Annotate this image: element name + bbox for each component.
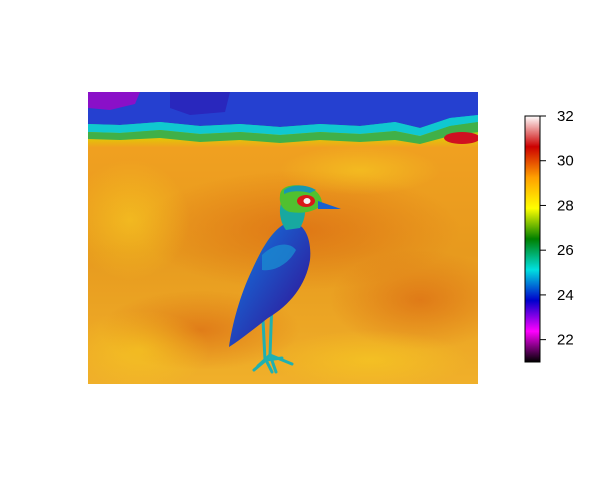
horizon-cyan — [88, 115, 478, 136]
sky-band-mid — [170, 92, 230, 115]
heron-wing-highlight — [262, 244, 296, 271]
heron-beak — [318, 201, 341, 209]
colorbar-tick-label: 28 — [557, 197, 574, 214]
ground-cool-3 — [270, 330, 470, 384]
heron-crown — [284, 185, 316, 194]
ground-warm-2 — [330, 250, 478, 350]
colorbar: 22 24 26 28 30 32 — [524, 108, 574, 363]
colorbar-ticks: 22 24 26 28 30 32 — [540, 108, 574, 349]
thermal-image — [88, 92, 478, 384]
sky-band-dark — [88, 92, 140, 110]
ground-cool-4 — [280, 145, 440, 195]
heron-figure — [229, 185, 341, 374]
warm-patch — [444, 132, 478, 144]
colorbar-tick-label: 22 — [557, 332, 574, 349]
colorbar-tick-label: 32 — [557, 108, 574, 125]
colorbar-gradient — [524, 115, 541, 363]
colorbar-tick-label: 30 — [557, 153, 574, 170]
heron-eye — [303, 198, 311, 204]
heron-leg-right — [256, 298, 294, 374]
colorbar-tick-label: 24 — [557, 287, 574, 304]
colorbar-tick-label: 26 — [557, 242, 574, 259]
horizon-green — [88, 122, 478, 144]
ground-cool-1 — [88, 160, 190, 280]
ground-cool-2 — [88, 310, 210, 384]
sky-band — [88, 92, 478, 128]
